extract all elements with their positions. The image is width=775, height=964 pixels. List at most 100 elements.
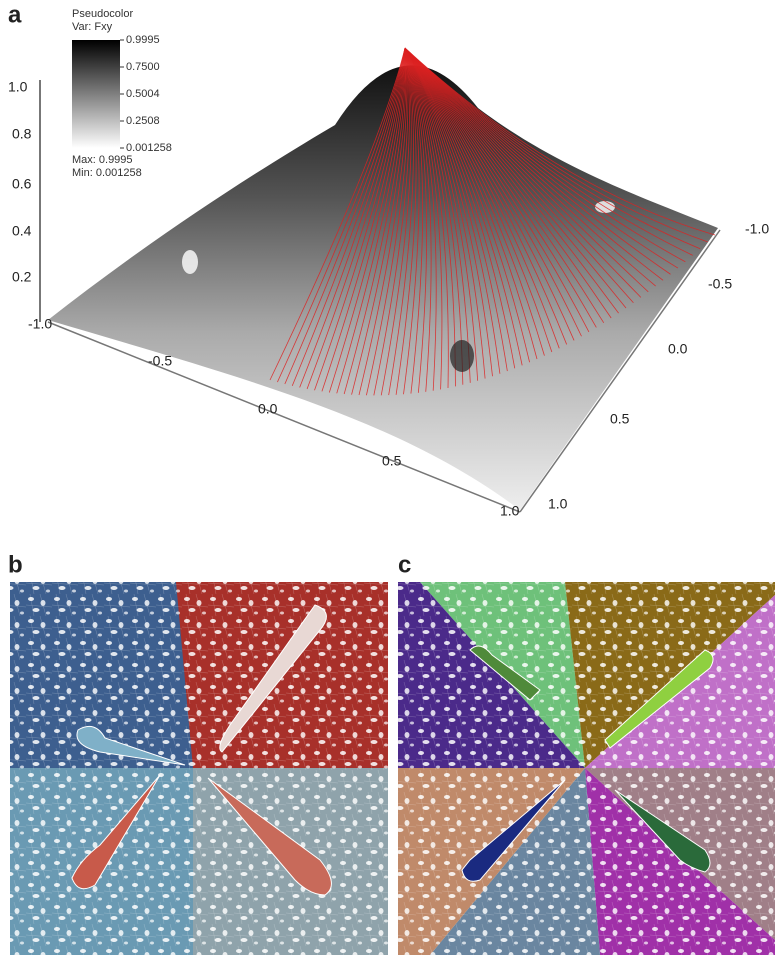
partition-c: [398, 582, 775, 955]
legend-title: Pseudocolor: [72, 8, 133, 20]
surface-plot: [48, 47, 718, 510]
axis-tick-label: -1.0: [28, 316, 52, 332]
mesh-line: [404, 47, 523, 366]
mesh-line: [388, 47, 414, 396]
mesh-line: [404, 47, 686, 263]
hole: [450, 340, 474, 372]
crack: [614, 789, 711, 873]
mesh-line: [404, 47, 568, 345]
mesh-line: [404, 47, 530, 363]
legend-variable: Var: Fxy: [72, 21, 113, 33]
mesh-line: [395, 47, 417, 395]
colorbar-label: 0.001258: [126, 142, 172, 154]
mesh-line: [404, 47, 605, 324]
mesh-line: [404, 47, 671, 275]
mesh-lines: [269, 47, 716, 396]
mesh-line: [291, 47, 406, 386]
mesh-line: [404, 47, 701, 250]
axis-tick-label: 0.2: [12, 269, 32, 285]
mesh-line: [404, 47, 708, 243]
mesh-line: [328, 47, 406, 393]
mesh-line: [404, 47, 597, 328]
mesh-line: [404, 47, 553, 353]
axis-tick-label: -1.0: [745, 221, 769, 237]
axis-tick-label: 0.6: [12, 176, 32, 192]
mesh-line: [404, 47, 679, 269]
colorbar-label: 0.2508: [126, 115, 160, 127]
axis-tick-label: 1.0: [548, 496, 568, 512]
mesh-line: [404, 47, 575, 341]
mesh-line: [404, 47, 501, 374]
mesh-line: [404, 47, 716, 236]
mesh-line: [403, 47, 420, 395]
crack: [469, 645, 541, 701]
hole: [182, 250, 198, 274]
mesh-line: [299, 47, 406, 388]
mesh-line: [404, 47, 493, 377]
mesh-line: [404, 47, 619, 314]
axis-tick-label: 0.8: [12, 126, 32, 142]
axis-tick-label: 0.0: [258, 401, 278, 417]
axis-tick-label: 0.5: [610, 411, 630, 427]
panel-label: b: [8, 551, 23, 578]
mesh-line: [404, 47, 479, 381]
axis-tick-label: 0.4: [12, 223, 32, 239]
crack: [461, 779, 566, 882]
colorbar-label: 0.9995: [126, 34, 160, 46]
mesh-line: [336, 47, 406, 394]
crack: [604, 649, 714, 749]
mesh-line: [314, 47, 406, 391]
crack: [76, 725, 186, 766]
crack: [207, 777, 332, 896]
legend-max: Max: 0.9995: [72, 154, 133, 166]
mesh-line: [404, 47, 693, 256]
mesh-line: [351, 47, 407, 395]
axis-tick-label: 0.5: [382, 453, 402, 469]
mesh-texture: [10, 582, 388, 955]
mesh-line: [404, 47, 423, 394]
mesh-line: [358, 47, 408, 396]
mesh-line: [404, 47, 664, 281]
mesh-line: [404, 47, 432, 392]
mesh-line: [404, 47, 449, 389]
mesh-line: [373, 47, 410, 396]
mesh-line: [404, 47, 486, 379]
partition-b: [10, 582, 388, 955]
mesh-line: [404, 47, 634, 304]
x-axis: [47, 321, 521, 513]
mesh-line: [277, 47, 406, 383]
mesh-line: [404, 47, 538, 360]
axis-tick-label: 1.0: [8, 79, 28, 95]
axis-tick-label: -0.5: [708, 276, 732, 292]
axis-tick-label: 1.0: [500, 503, 520, 519]
mesh-line: [284, 47, 406, 385]
panel-label: a: [8, 1, 22, 28]
y-axis: [519, 229, 721, 513]
mesh-texture: [398, 582, 775, 955]
colorbar-label: 0.5004: [126, 88, 160, 100]
axis-tick-label: -0.5: [148, 353, 172, 369]
mesh-line: [269, 47, 406, 381]
mesh-line: [404, 47, 516, 369]
mesh-line: [404, 47, 656, 287]
mesh-line: [404, 47, 456, 387]
mesh-line: [404, 47, 428, 393]
colorbar-label: 0.7500: [126, 61, 160, 73]
axis-tick-label: 0.0: [668, 341, 688, 357]
mesh-line: [404, 47, 560, 349]
mesh-line: [306, 47, 406, 390]
mesh-line: [404, 47, 649, 293]
mesh-line: [404, 47, 508, 372]
mesh-line: [404, 47, 437, 391]
mesh-line: [404, 47, 471, 383]
colorbar: [72, 40, 120, 148]
mesh-line: [321, 47, 406, 392]
crack: [71, 774, 161, 890]
mesh-line: [404, 47, 464, 385]
mesh-line: [404, 47, 612, 319]
mesh-line: [343, 47, 406, 395]
mesh-line: [366, 47, 409, 396]
mesh-line: [404, 47, 582, 337]
mesh-line: [404, 47, 545, 356]
